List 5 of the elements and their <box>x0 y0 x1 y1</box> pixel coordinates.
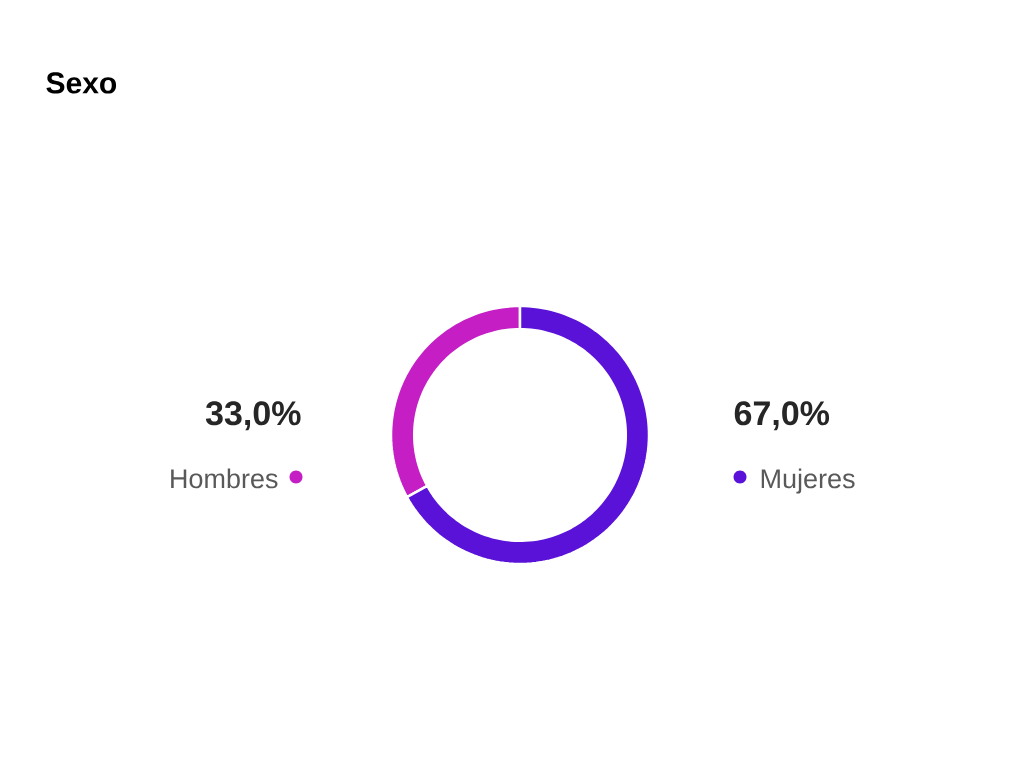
legend-label: Mujeres <box>761 468 855 494</box>
data-label: 33,0% <box>205 401 301 431</box>
slice-label: Hombres <box>171 468 278 489</box>
chart-title: Sexo <box>46 72 117 94</box>
data-label: 67,0% <box>734 401 830 431</box>
